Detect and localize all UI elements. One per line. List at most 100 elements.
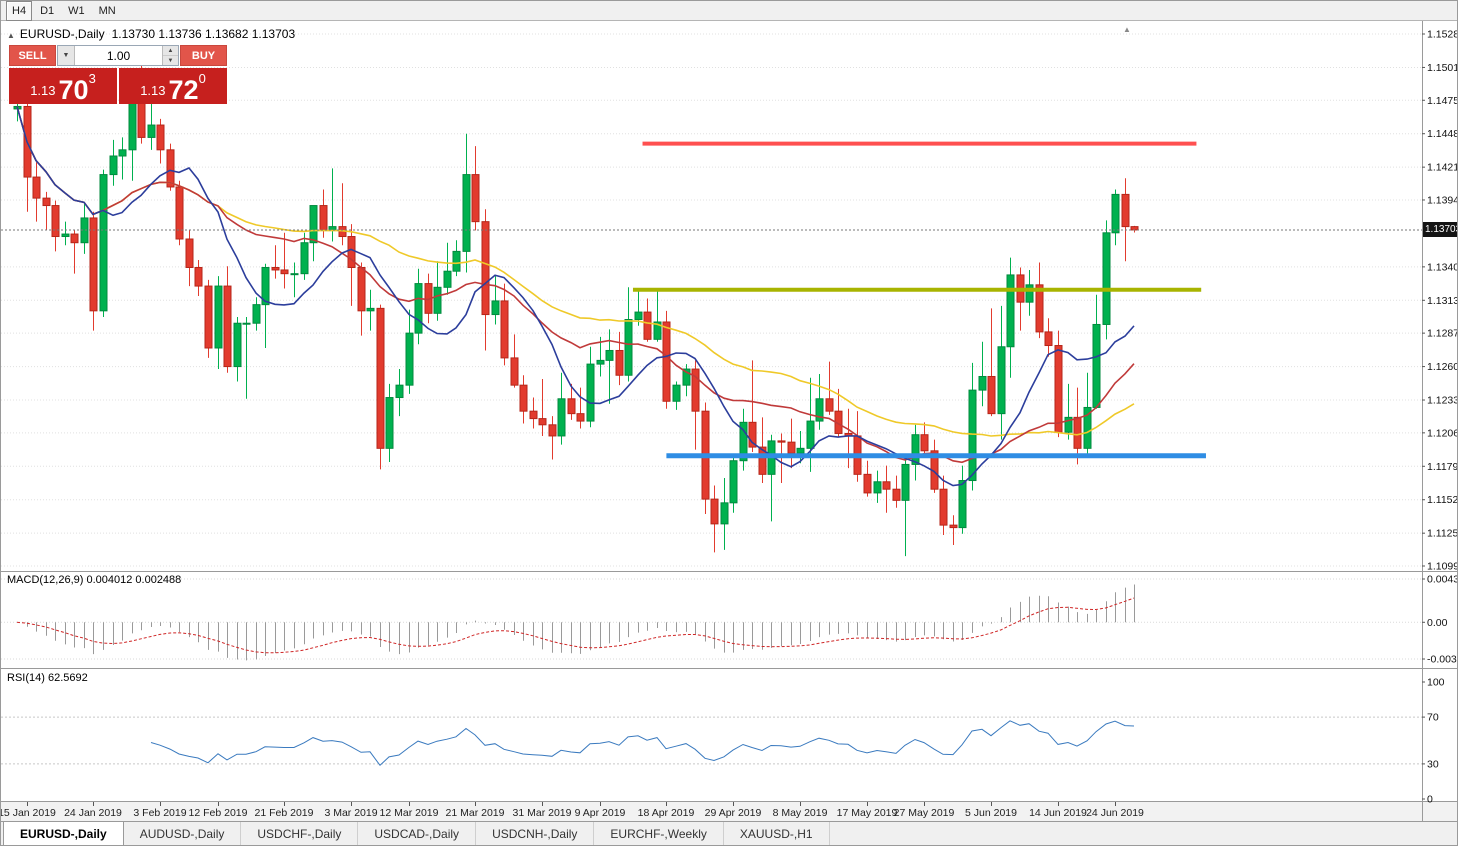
- trade-panel-prices-row: 1.13 70 3 1.13 72 0: [9, 68, 227, 104]
- candle-body: [290, 273, 299, 276]
- chart-tab[interactable]: USDCHF-,Daily: [241, 822, 359, 845]
- candle-body: [978, 375, 987, 391]
- candle-body: [452, 250, 461, 272]
- candle-body: [949, 524, 958, 529]
- timeframe-button-w1[interactable]: W1: [68, 5, 85, 17]
- date-label: 24 Jun 2019: [1086, 807, 1144, 819]
- volume-input[interactable]: [75, 46, 162, 65]
- date-label: 5 Jun 2019: [965, 807, 1017, 819]
- chart-symbol-label: EURUSD-,Daily: [19, 27, 105, 41]
- candle-body: [481, 221, 490, 316]
- ask-price-prefix: 1.13: [140, 83, 166, 98]
- date-label: 3 Feb 2019: [133, 807, 186, 819]
- candle-body: [1073, 416, 1082, 449]
- price-scale-label: 1.14210: [1427, 162, 1458, 174]
- candle-body: [987, 375, 996, 415]
- volume-decrement-button[interactable]: ▼: [163, 56, 178, 65]
- candle-body: [471, 174, 480, 223]
- one-click-trading-panel: SELL ▼ ▲ ▼ BUY 1.13 70 3 1: [9, 45, 227, 104]
- date-label: 31 Mar 2019: [513, 807, 572, 819]
- ask-price-button[interactable]: 1.13 72 0: [119, 68, 227, 104]
- candle-body: [300, 242, 309, 275]
- chart-tab[interactable]: AUDUSD-,Daily: [124, 822, 242, 845]
- chart-tab[interactable]: EURCHF-,Weekly: [594, 822, 724, 845]
- candle-body: [261, 266, 270, 306]
- candle-body: [939, 488, 948, 526]
- bid-price-prefix: 1.13: [30, 83, 56, 98]
- candle-body: [185, 238, 194, 268]
- candle-body: [538, 418, 547, 426]
- candle-body: [443, 270, 452, 288]
- price-scale-label: 1.13945: [1427, 194, 1458, 206]
- candle-body: [806, 420, 815, 449]
- candle-body: [920, 434, 929, 452]
- bid-price-pipette: 3: [88, 71, 96, 86]
- candle-body: [662, 321, 671, 402]
- candle-body: [156, 124, 165, 151]
- date-label: 12 Mar 2019: [380, 807, 439, 819]
- price-scale-label: 1.14750: [1427, 95, 1458, 107]
- price-scale-label: 1.12600: [1427, 361, 1458, 373]
- candle-body: [1092, 323, 1101, 408]
- candle-body: [491, 300, 500, 316]
- timeframe-button-d1[interactable]: D1: [40, 5, 55, 17]
- chart-tab[interactable]: USDCNH-,Daily: [476, 822, 595, 845]
- candle-body: [739, 421, 748, 462]
- volume-increment-button[interactable]: ▲: [163, 46, 178, 56]
- candle-body: [500, 300, 509, 359]
- chevron-down-icon: ▼: [62, 52, 70, 59]
- candle-body: [796, 447, 805, 454]
- candle-body: [347, 236, 356, 268]
- candle-body: [968, 389, 977, 482]
- candle-body: [997, 346, 1006, 415]
- date-label: 18 Apr 2019: [638, 807, 695, 819]
- candle-body: [233, 322, 242, 368]
- date-axis-background: [1, 802, 1457, 821]
- rsi-line: [150, 720, 1135, 767]
- candle-body: [892, 488, 901, 501]
- chart-tab[interactable]: EURUSD-,Daily: [3, 822, 124, 845]
- candle-body: [89, 217, 98, 312]
- candle-body: [605, 349, 614, 361]
- candle-body: [519, 384, 528, 412]
- candle-body: [548, 424, 557, 437]
- date-label: 17 May 2019: [837, 807, 898, 819]
- volume-dropdown-button[interactable]: ▼: [58, 46, 75, 65]
- chart-tab[interactable]: USDCAD-,Daily: [358, 822, 477, 845]
- candle-body: [1006, 274, 1015, 348]
- rsi-scale-label: 30: [1427, 758, 1439, 770]
- timeframe-toolbar: H4 D1 W1 MN: [1, 1, 1457, 21]
- candle-body: [634, 311, 643, 321]
- candle-body: [1035, 284, 1044, 333]
- sell-button[interactable]: SELL: [9, 45, 56, 66]
- candle-body: [873, 481, 882, 494]
- chart-ohlc-label: 1.13730 1.13736 1.13682 1.13703: [111, 27, 296, 41]
- candle-body: [911, 434, 920, 465]
- chart-shift-marker-icon[interactable]: ▲: [1123, 25, 1131, 34]
- candle-body: [758, 446, 767, 475]
- candle-body: [366, 307, 375, 312]
- buy-button[interactable]: BUY: [180, 45, 227, 66]
- candle-body: [223, 285, 232, 368]
- candle-body: [729, 460, 738, 504]
- candle-body: [576, 413, 585, 422]
- timeframe-button-mn[interactable]: MN: [98, 5, 116, 17]
- price-chart-canvas[interactable]: 1.152851.150151.147501.144801.142101.139…: [1, 21, 1458, 821]
- candle-body: [643, 311, 652, 340]
- macd-signal-line: [16, 597, 1135, 654]
- macd-scale-label: 0.004375: [1427, 574, 1458, 586]
- timeframe-button-h4[interactable]: H4: [6, 1, 33, 21]
- date-label: 27 May 2019: [894, 807, 955, 819]
- bid-price-button[interactable]: 1.13 70 3: [9, 68, 117, 104]
- candle-body: [280, 269, 289, 275]
- candle-body: [1102, 232, 1111, 325]
- one-click-panel-toggle-icon[interactable]: ▲: [7, 31, 15, 40]
- candle-body: [147, 124, 156, 138]
- candle-body: [70, 233, 79, 244]
- chart-tab[interactable]: XAUUSD-,H1: [724, 822, 830, 845]
- candle-body: [682, 368, 691, 386]
- chart-tabs-bar: EURUSD-,Daily AUDUSD-,Daily USDCHF-,Daily U…: [1, 821, 1457, 845]
- chart-title: ▲ EURUSD-,Daily 1.13730 1.13736 1.13682 1.…: [7, 27, 295, 41]
- candle-body: [1130, 226, 1139, 231]
- candle-body: [1083, 406, 1092, 449]
